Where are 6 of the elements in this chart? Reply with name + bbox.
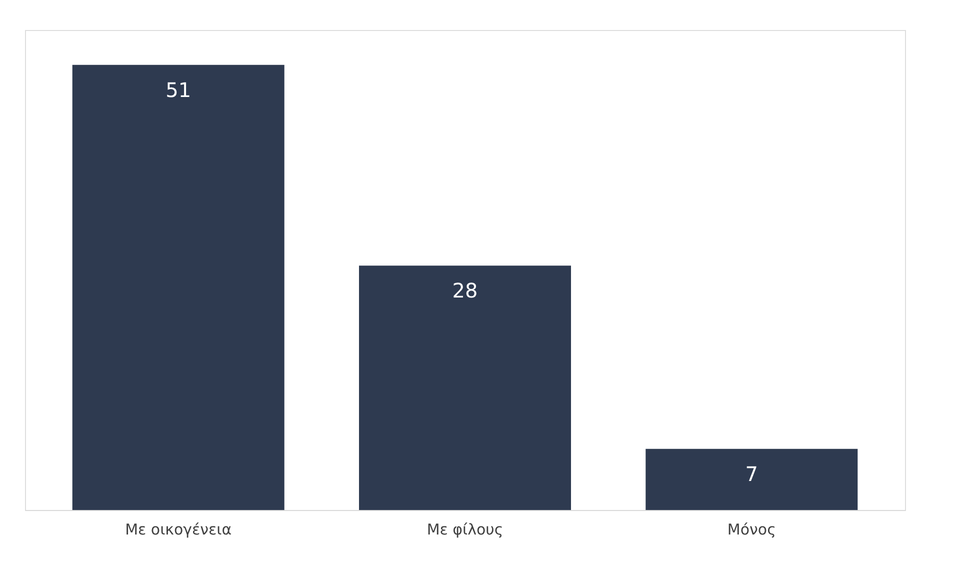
x-tick-label: Μόνος [727,520,776,538]
x-tick-label: Με φίλους [426,520,504,538]
data-label: 28 [452,278,478,303]
data-label: 51 [166,78,192,102]
x-tick-label: Με οικογένεια [125,520,232,538]
data-label: 7 [745,462,758,486]
